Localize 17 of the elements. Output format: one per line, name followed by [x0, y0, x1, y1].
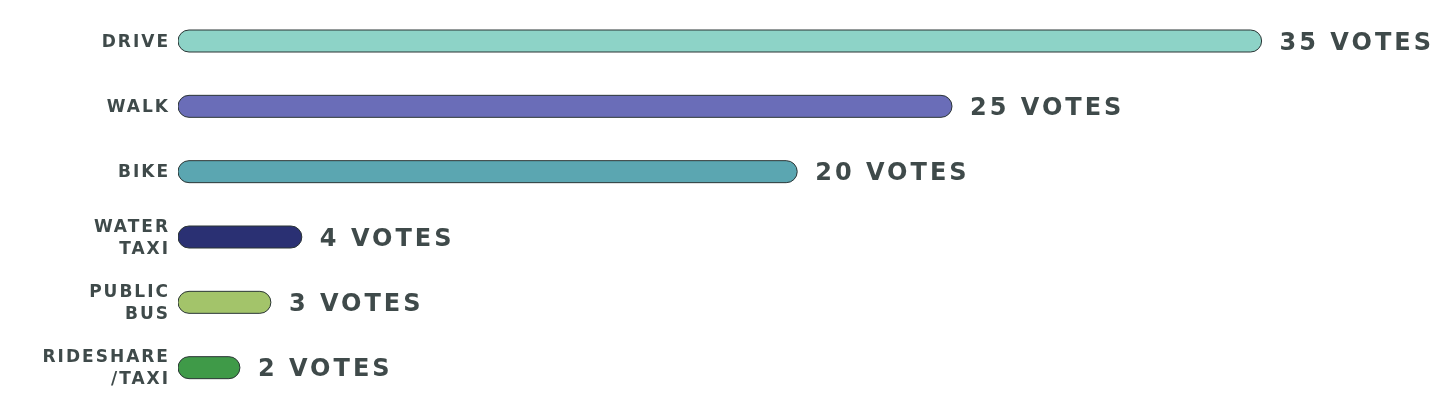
data-label: 2 VOTES [257, 354, 393, 383]
bar [178, 94, 953, 118]
y-tick-label: BIKE [117, 161, 170, 182]
data-label: 20 VOTES [815, 158, 970, 187]
y-tick-label: PUBLIC BUS [89, 281, 170, 323]
y-tick-label: WALK [106, 96, 170, 116]
bar [178, 290, 272, 314]
y-tick-label: RIDESHARE/TAXI [42, 346, 170, 389]
y-tick-label: DRIVE [101, 30, 170, 51]
y-tick-label: WATER TAXI [93, 215, 170, 258]
data-label: 35 VOTES [1279, 27, 1434, 56]
data-label: 3 VOTES [288, 288, 424, 317]
bar [178, 160, 798, 184]
data-label: 4 VOTES [319, 223, 455, 252]
bar [178, 29, 1263, 53]
data-label: 25 VOTES [970, 92, 1125, 121]
bar [178, 225, 303, 249]
